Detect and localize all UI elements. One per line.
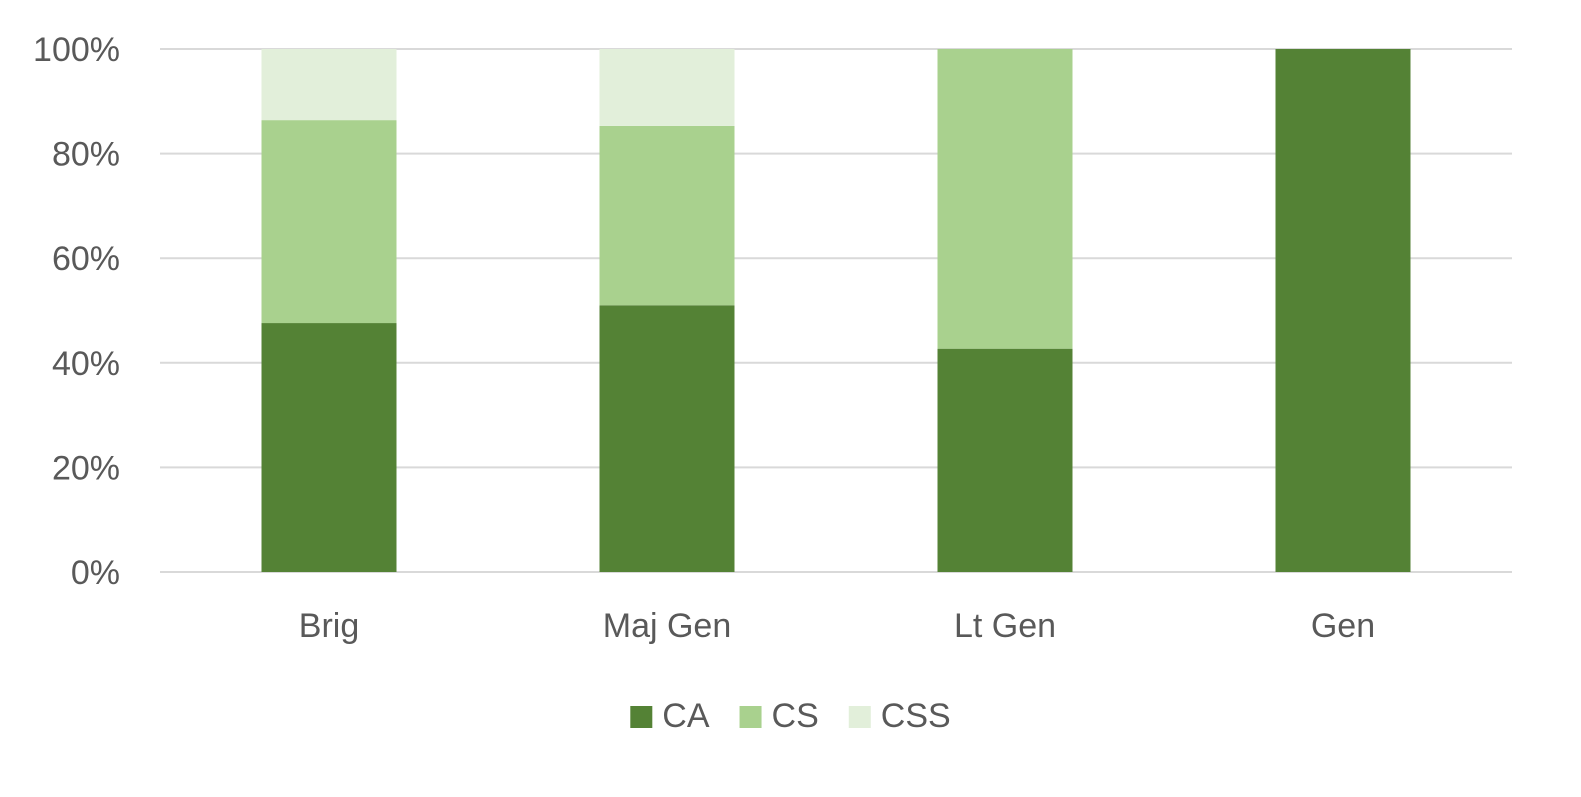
legend-swatch-css <box>848 706 871 728</box>
legend-swatch-cs <box>739 706 762 728</box>
y-tick-label: 60% <box>52 240 120 278</box>
bar-css-maj-gen <box>599 49 735 126</box>
y-tick-label: 0% <box>71 554 120 592</box>
y-tick-label: 80% <box>52 136 120 174</box>
legend-label-cs: CS <box>772 697 819 735</box>
bar-cs-lt-gen <box>937 49 1073 349</box>
bar-css-brig <box>261 49 397 121</box>
legend: CA CS CSS <box>630 697 951 735</box>
x-category-label: Maj Gen <box>603 607 732 645</box>
bar-cs-maj-gen <box>599 125 735 306</box>
bar-ca-lt-gen <box>937 348 1073 572</box>
legend-label-css: CSS <box>881 697 951 735</box>
bars <box>261 49 1411 572</box>
x-axis-category-labels: Brig Maj Gen Lt Gen Gen <box>299 607 1375 645</box>
y-axis-tick-labels: 0% 20% 40% 60% 80% 100% <box>33 31 120 592</box>
bar-ca-brig <box>261 323 397 572</box>
bar-cs-brig <box>261 120 397 324</box>
legend-label-ca: CA <box>662 697 710 735</box>
x-category-label: Gen <box>1311 607 1375 645</box>
y-tick-label: 20% <box>52 449 120 487</box>
y-tick-label: 100% <box>33 31 120 69</box>
x-category-label: Brig <box>299 607 359 645</box>
x-category-label: Lt Gen <box>954 607 1056 645</box>
y-tick-label: 40% <box>52 345 120 383</box>
bar-ca-gen <box>1275 49 1411 572</box>
legend-swatch-ca <box>630 706 653 728</box>
bar-ca-maj-gen <box>599 305 735 572</box>
